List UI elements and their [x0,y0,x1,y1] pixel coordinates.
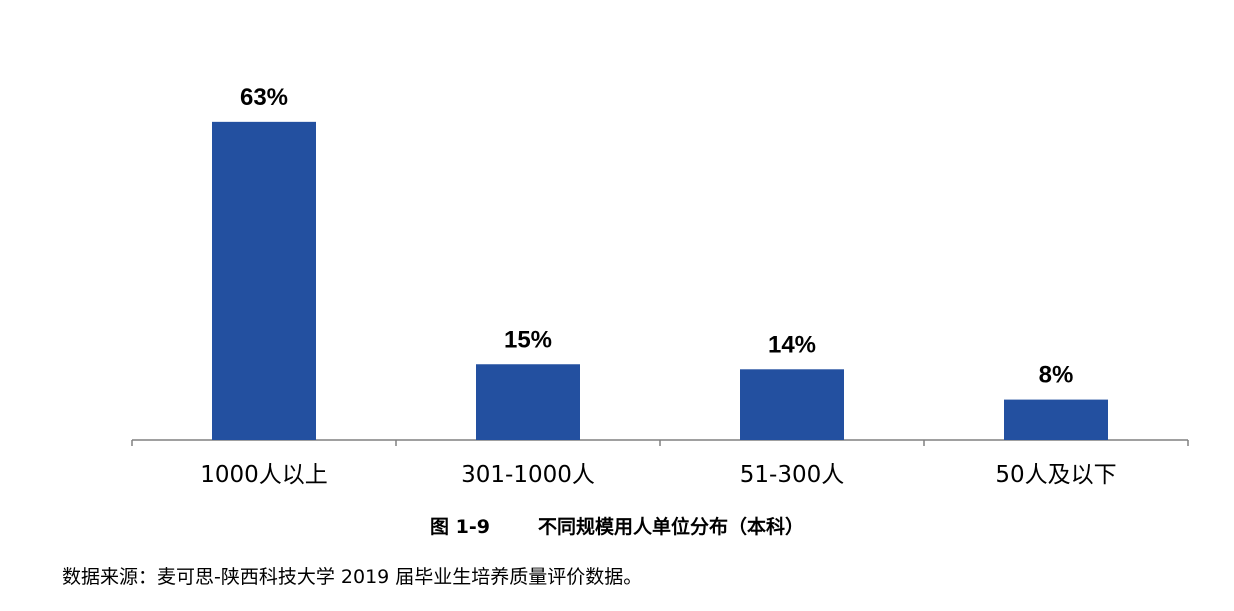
data-label: 8% [1039,362,1074,389]
figure-number: 图 1-9 [430,516,490,538]
bar-chart: 63% 1000人以上 15% 301-1000人 14% 51-300人 8% 50人及以下 [131,84,1189,488]
x-tick-label: 301-1000人 [461,462,595,488]
bar [476,364,580,440]
figure-caption: 图 1-9 不同规模用人单位分布（本科） [0,512,1234,539]
source-note: 数据来源：麦可思-陕西科技大学 2019 届毕业生培养质量评价数据。 [62,566,643,588]
chart-svg: 63% 1000人以上 15% 301-1000人 14% 51-300人 8% 50人及以下 [131,84,1189,488]
x-tick-label: 51-300人 [740,462,844,488]
data-label: 63% [240,84,288,111]
data-label: 15% [504,326,552,353]
figure-title: 不同规模用人单位分布（本科） [537,516,804,538]
x-tick-label: 50人及以下 [995,462,1116,488]
bar [740,369,844,440]
data-label: 14% [768,331,816,358]
x-tick-label: 1000人以上 [200,462,328,488]
bar [212,121,316,440]
bar [1004,399,1108,440]
